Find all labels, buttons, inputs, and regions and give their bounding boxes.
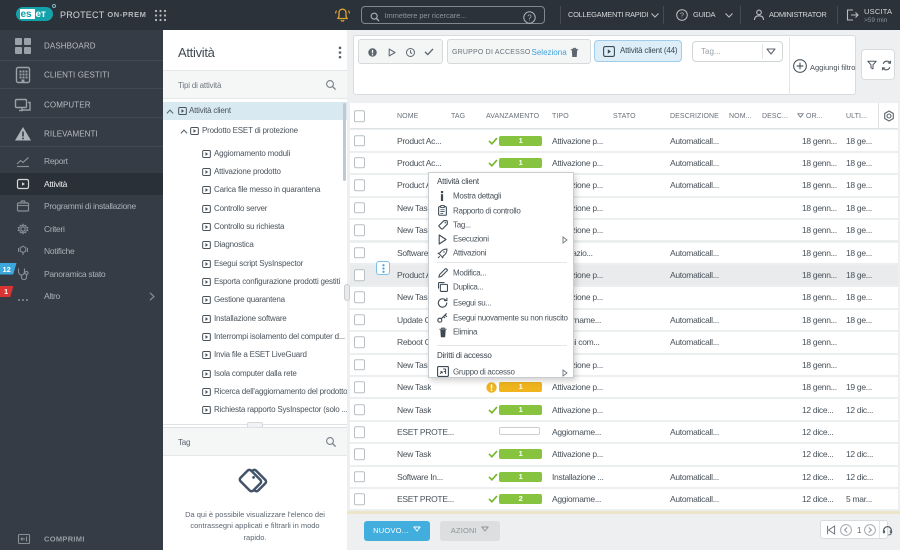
svg-text:?: ? [527,13,532,22]
svg-text:?: ? [680,11,684,20]
